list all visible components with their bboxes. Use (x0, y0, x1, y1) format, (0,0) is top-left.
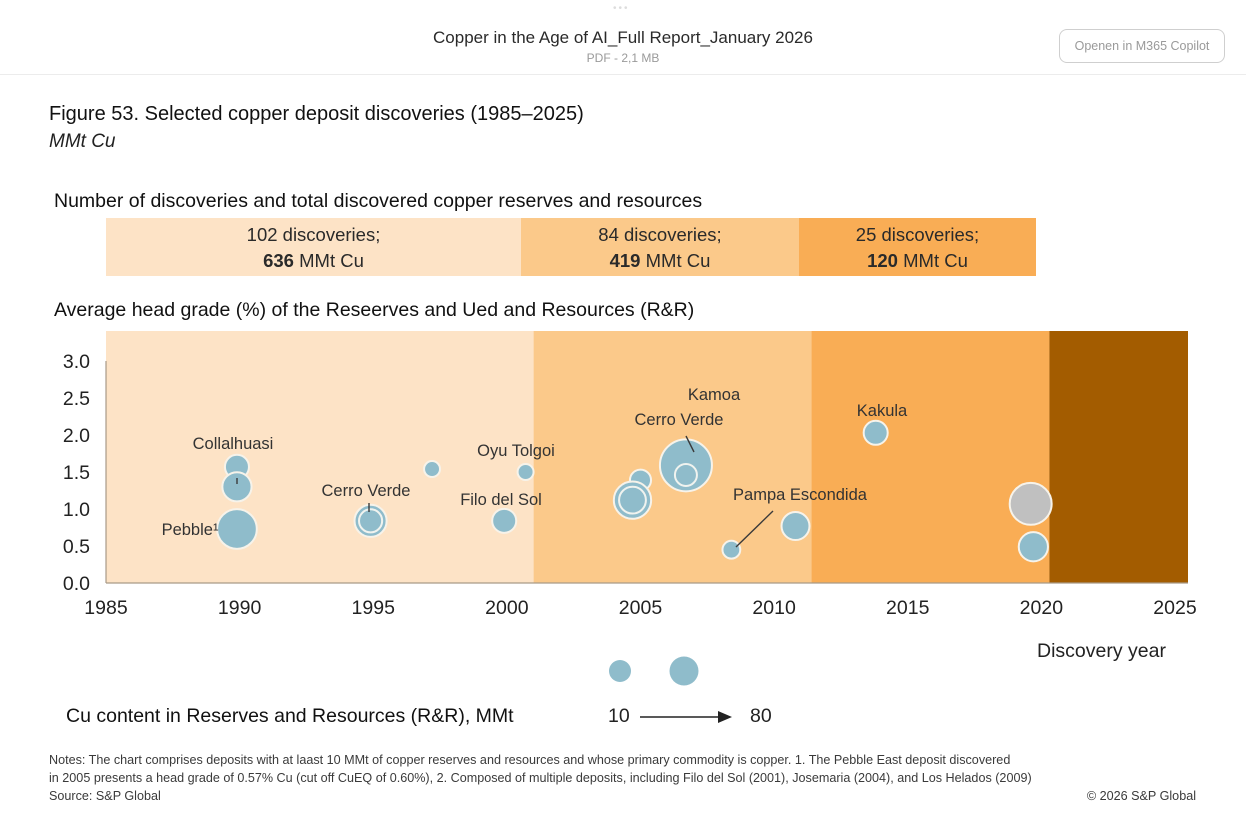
deposit-label: Filo del Sol (460, 491, 542, 509)
section-discoveries-title: Number of discoveries and total discover… (54, 190, 703, 212)
deposit-label: Kakula (857, 402, 908, 420)
copyright: © 2026 S&P Global (1086, 789, 1196, 803)
x-axis-label: Discovery year (1037, 640, 1166, 662)
deposit-bubble (658, 438, 713, 493)
period-amount-line: 120 MMt Cu (799, 248, 1036, 274)
period-unit: MMt Cu (293, 250, 364, 271)
period-discoveries: 102 discoveries; (246, 224, 381, 245)
deposit-bubble (780, 511, 811, 542)
period-discoveries: 25 discoveries; (855, 224, 980, 245)
document-title: Copper in the Age of AI_Full Report_Janu… (433, 28, 813, 47)
x-tick-label: 2020 (1020, 597, 1064, 619)
open-in-copilot-button[interactable]: Openen in M365 Copilot (1059, 29, 1225, 63)
x-tick-label: 2005 (619, 597, 663, 619)
y-tick-label: 2.0 (63, 425, 90, 447)
legend-max-label: 80 (750, 705, 772, 727)
period-band (811, 331, 1050, 583)
deposit-bubble (721, 539, 742, 560)
period-band (1049, 331, 1188, 583)
x-tick-label: 2015 (886, 597, 930, 619)
deposit-label: Collalhuasi (193, 435, 274, 453)
legend-bubble-large (669, 656, 699, 686)
x-tick-label: 2010 (752, 597, 796, 619)
period-summary: 84 discoveries; 419 MMt Cu (521, 218, 799, 276)
source: Source: S&P Global (49, 789, 161, 803)
legend-min-label: 10 (608, 705, 630, 727)
period-amount-line: 636 MMt Cu (106, 248, 521, 274)
deposit-label: Cerro Verde (635, 411, 724, 429)
x-tick-label: 2000 (485, 597, 529, 619)
x-tick-label: 1995 (352, 597, 396, 619)
deposit-bubble (1017, 531, 1049, 563)
notes: Notes: The chart comprises deposits with… (49, 752, 1199, 787)
period-amount: 636 (263, 250, 294, 271)
deposit-label: Cerro Verde (322, 482, 411, 500)
y-tick-label: 1.5 (63, 462, 90, 484)
viewer-header: ••• Copper in the Age of AI_Full Report_… (0, 0, 1246, 75)
period-amount: 120 (867, 250, 898, 271)
section-grade-title: Average head grade (%) of the Reseerves … (54, 299, 695, 321)
deposit-label: Oyu Tolgoi (477, 442, 555, 460)
document-meta: PDF - 2,1 MB (586, 51, 660, 65)
pending-deposit-bubble (1008, 481, 1053, 526)
x-tick-label: 1990 (218, 597, 262, 619)
y-tick-label: 0.5 (63, 536, 90, 558)
period-band (106, 331, 534, 583)
x-tick-label: 1985 (84, 597, 128, 619)
leader-line (735, 510, 774, 548)
inner-deposit-ring (618, 485, 647, 515)
deposit-bubble (221, 471, 253, 503)
deposit-label: Kamoa (688, 386, 741, 404)
drag-handle-icon[interactable]: ••• (613, 3, 630, 14)
period-unit: MMt Cu (640, 250, 711, 271)
period-amount-line: 419 MMt Cu (521, 248, 799, 274)
deposit-label: Pampa Escondida (733, 486, 868, 504)
size-legend (609, 656, 699, 686)
notes-line: in 2005 presents a head grade of 0.57% C… (49, 770, 1032, 785)
inner-deposit-ring (673, 462, 698, 487)
period-amount: 419 (609, 250, 641, 271)
period-unit: MMt Cu (897, 250, 968, 271)
deposit-bubble (491, 507, 518, 534)
deposit-bubble (216, 508, 258, 550)
notes-line: Notes: The chart comprises deposits with… (49, 753, 1011, 767)
legend-title: Cu content in Reserves and Resources (R&… (66, 705, 514, 727)
period-discoveries: 84 discoveries; (598, 224, 722, 245)
y-tick-label: 0.0 (63, 573, 90, 595)
bubble-chart: 0.0 0.5 1.0 1.5 2.0 2.5 3.0 1985 1990 1995 2000 200… (63, 331, 1197, 619)
deposit-bubble (423, 460, 442, 479)
deposit-bubble (862, 419, 889, 446)
deposit-bubble (516, 463, 535, 481)
figure-title: Figure 53. Selected copper deposit disco… (49, 103, 584, 125)
legend-arrow-icon (640, 711, 732, 723)
leader-line (685, 435, 695, 453)
figure-unit: MMt Cu (49, 131, 116, 152)
period-summary: 25 discoveries; 120 MMt Cu (799, 218, 1036, 276)
y-tick-label: 3.0 (63, 351, 90, 373)
inner-deposit-ring (358, 508, 384, 534)
legend-bubble-small (609, 660, 631, 682)
y-tick-label: 2.5 (63, 388, 90, 410)
y-tick-label: 1.0 (63, 499, 90, 521)
deposit-label: Pebble¹ (162, 521, 219, 539)
period-summary: 102 discoveries; 636 MMt Cu (106, 218, 521, 276)
x-tick-label: 2025 (1153, 597, 1197, 619)
